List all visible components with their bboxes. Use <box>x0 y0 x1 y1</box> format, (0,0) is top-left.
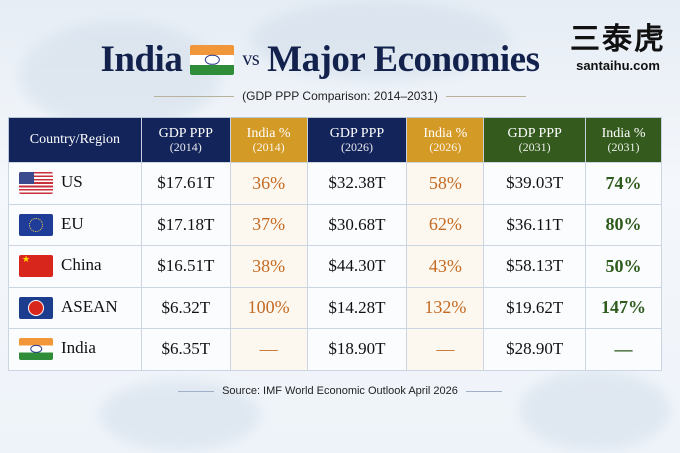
title-india: India <box>100 39 183 80</box>
world-map-background <box>250 0 510 80</box>
gdp-value-cell: $32.38T <box>306 162 408 205</box>
divider <box>178 390 215 392</box>
asean-flag-icon <box>19 296 53 319</box>
eu-flag-icon <box>19 213 53 236</box>
country-cell: ASEAN <box>8 286 142 329</box>
country-name: ASEAN <box>61 296 118 316</box>
gdp-value-cell: $30.68T <box>306 203 408 246</box>
gdp-value-cell: $19.62T <box>483 286 587 329</box>
india-percent-cell: 38% <box>229 245 308 288</box>
table-header-row: Country/Region GDP PPP (2014) India % (201… <box>8 117 662 163</box>
india-percent-cell: 100% <box>229 286 308 329</box>
india-percent-cell: — <box>406 328 485 371</box>
header-gdp-2026: GDP PPP (2026) <box>307 117 408 163</box>
india-percent-cell: 43% <box>406 245 485 288</box>
source-note: Source: IMF World Economic Outlook April… <box>0 385 680 397</box>
india-percent-cell: — <box>585 328 662 371</box>
country-name: India <box>61 338 96 358</box>
table-row: India $6.35T — $18.90T — $28.90T — <box>8 328 662 371</box>
country-cell: India <box>8 328 142 371</box>
country-cell: US <box>8 162 142 205</box>
header-india-pct-2014: India % (2014) <box>230 117 308 163</box>
world-map-background <box>520 370 670 450</box>
subtitle-text: (GDP PPP Comparison: 2014–2031) <box>242 89 438 103</box>
india-percent-cell: 58% <box>406 162 485 205</box>
header-gdp-2014: GDP PPP (2014) <box>141 117 231 163</box>
divider <box>445 95 526 97</box>
gdp-value-cell: $6.35T <box>140 328 231 371</box>
world-map-background <box>100 380 260 450</box>
gdp-value-cell: $6.32T <box>140 286 231 329</box>
gdp-value-cell: $14.28T <box>306 286 408 329</box>
header-india-pct-2026: India % (2026) <box>406 117 485 163</box>
us-flag-icon <box>19 172 53 195</box>
gdp-value-cell: $39.03T <box>483 162 587 205</box>
gdp-value-cell: $36.11T <box>483 203 587 246</box>
gdp-value-cell: $44.30T <box>306 245 408 288</box>
country-cell: China <box>8 245 142 288</box>
table-row: ASEAN $6.32T 100% $14.28T 132% $19.62T 147% <box>8 286 662 329</box>
gdp-comparison-table: Country/Region GDP PPP (2014) India % (201… <box>8 117 662 371</box>
india-percent-cell: — <box>229 328 308 371</box>
header-gdp-2031: GDP PPP (2031) <box>483 117 587 163</box>
gdp-value-cell: $16.51T <box>140 245 231 288</box>
india-flag-icon <box>19 338 53 361</box>
india-percent-cell: 62% <box>406 203 485 246</box>
page-title: India vs Major Economies <box>0 38 680 81</box>
china-flag-icon <box>19 255 53 278</box>
country-name: China <box>61 255 102 275</box>
country-cell: EU <box>8 203 142 246</box>
title-major-economies: Major Economies <box>267 39 540 80</box>
india-percent-cell: 74% <box>585 162 662 205</box>
header-country: Country/Region <box>8 117 142 163</box>
gdp-value-cell: $17.61T <box>140 162 231 205</box>
world-map-background <box>20 20 220 130</box>
header-india-pct-2031: India % (2031) <box>585 117 662 163</box>
subtitle: (GDP PPP Comparison: 2014–2031) <box>0 89 680 103</box>
table-row: US $17.61T 36% $32.38T 58% $39.03T 74% <box>8 162 662 205</box>
gdp-value-cell: $18.90T <box>306 328 408 371</box>
gdp-value-cell: $58.13T <box>483 245 587 288</box>
table-row: EU $17.18T 37% $30.68T 62% $36.11T 80% <box>8 203 662 246</box>
brand-site: santaihu.com <box>576 58 660 73</box>
country-name: US <box>61 172 83 192</box>
brand-logo: 三泰虎 santaihu.com <box>570 14 666 73</box>
brand-chinese: 三泰虎 <box>570 22 666 57</box>
gdp-value-cell: $28.90T <box>483 328 587 371</box>
india-percent-cell: 36% <box>229 162 308 205</box>
divider <box>465 390 502 392</box>
gdp-value-cell: $17.18T <box>140 203 231 246</box>
source-text: Source: IMF World Economic Outlook April… <box>222 385 458 397</box>
country-name: EU <box>61 213 84 233</box>
title-vs: vs <box>242 48 260 70</box>
india-percent-cell: 147% <box>585 286 662 329</box>
india-percent-cell: 132% <box>406 286 485 329</box>
india-percent-cell: 37% <box>229 203 308 246</box>
india-percent-cell: 50% <box>585 245 662 288</box>
india-percent-cell: 80% <box>585 203 662 246</box>
india-flag-icon <box>190 44 235 75</box>
divider <box>154 95 235 97</box>
